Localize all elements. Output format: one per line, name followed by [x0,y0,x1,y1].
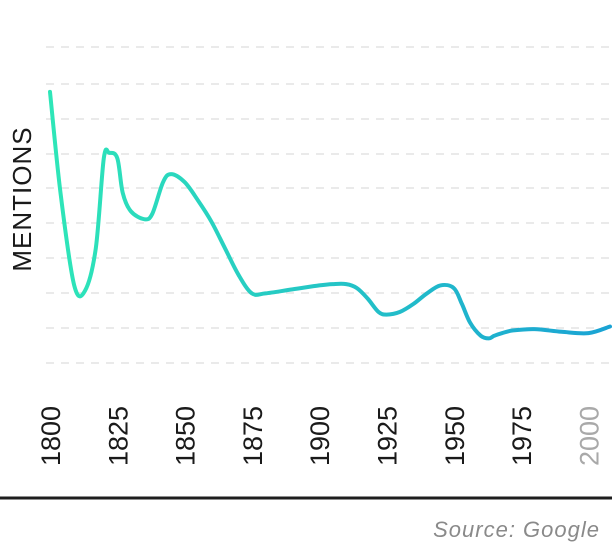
x-tick-label: 1875 [238,406,268,466]
x-tick-labels: 1800 1825 1850 1875 1900 1925 1950 1975 2000 [36,406,605,466]
x-tick-label: 1850 [171,406,201,466]
x-tick-label: 1950 [440,406,470,466]
x-tick-label: 1800 [36,406,66,466]
x-tick-label: 1975 [507,406,537,466]
x-tick-label: 1825 [103,406,133,466]
x-tick-label: 1925 [373,406,403,466]
series-line [48,89,612,341]
y-axis-label: MENTIONS [7,126,37,271]
x-tick-label: 2000 [575,406,605,466]
source-note: Source: Google [433,517,600,542]
x-tick-label: 1900 [305,406,335,466]
gridlines [46,46,612,364]
